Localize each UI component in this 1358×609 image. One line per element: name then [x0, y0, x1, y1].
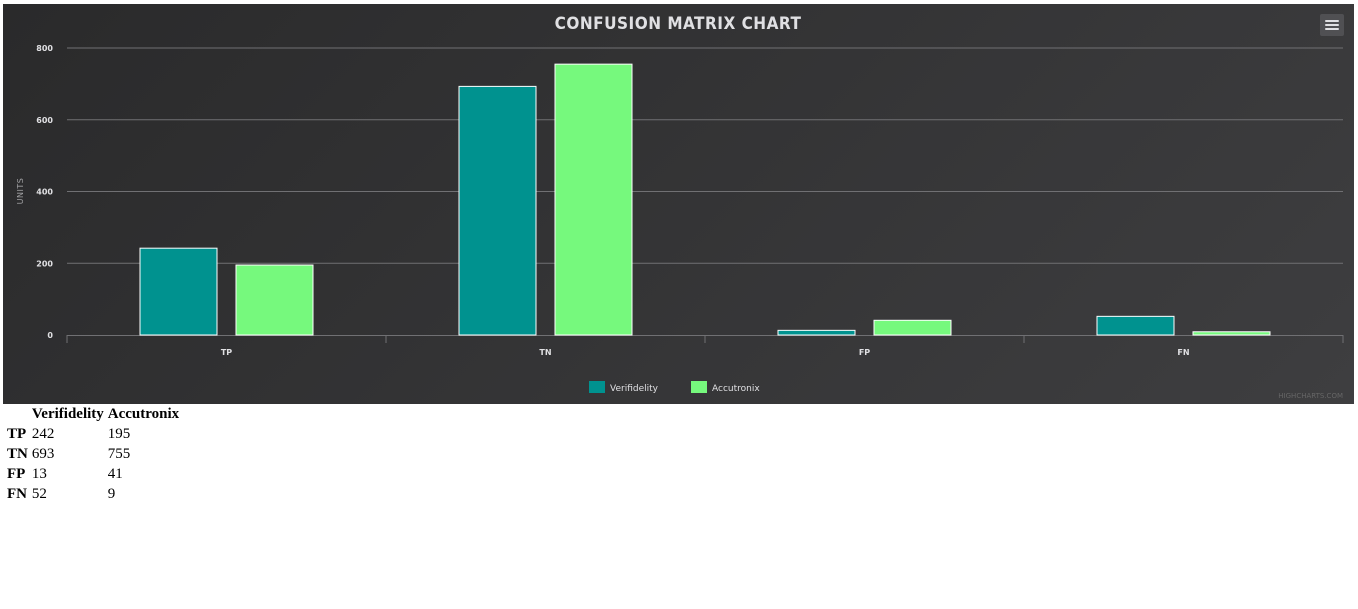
- chart-container: CONFUSION MATRIX CHART 0 200 400 600 800 UNI…: [3, 4, 1354, 404]
- table-row: FN 52 9: [5, 484, 181, 504]
- bar-verifidelity-fn[interactable]: [1096, 315, 1175, 336]
- y-axis-ticks: 0 200 400 600 800: [36, 44, 53, 340]
- legend-item-accutronix[interactable]: Accutronix: [691, 381, 760, 394]
- legend-label: Accutronix: [712, 384, 760, 394]
- legend-swatch: [691, 381, 707, 393]
- y-tick-label: 0: [47, 331, 53, 340]
- credits-link[interactable]: HIGHCHARTS.COM: [1278, 392, 1343, 400]
- legend-label: Verifidelity: [610, 384, 659, 394]
- bar-accutronix-tp[interactable]: [235, 264, 314, 336]
- data-table: Verifidelity Accutronix TP 242 195 TN 69…: [5, 404, 181, 504]
- y-axis-title: UNITS: [16, 178, 25, 205]
- table-cell: 52: [31, 486, 47, 502]
- legend-item-verifidelity[interactable]: Verifidelity: [589, 381, 659, 394]
- bar-accutronix-fp[interactable]: [873, 319, 952, 336]
- table-cell: 195: [107, 426, 131, 442]
- table-cell: 9: [107, 486, 116, 502]
- table-row: TN 693 755: [5, 444, 181, 464]
- x-axis: TP TN FP FN: [66, 335, 1344, 357]
- row-label: TN: [7, 446, 28, 462]
- bars: [139, 63, 1271, 336]
- legend: Verifidelity Accutronix: [589, 381, 760, 394]
- chart-svg: CONFUSION MATRIX CHART 0 200 400 600 800 UNI…: [16, 14, 1344, 400]
- x-tick-label: TN: [539, 348, 551, 357]
- row-label: FP: [7, 466, 26, 482]
- bar-verifidelity-fp[interactable]: [777, 329, 856, 336]
- table-header-verifidelity: Verifidelity: [31, 406, 104, 422]
- table-cell: 242: [31, 426, 55, 442]
- table-header-accutronix: Accutronix: [107, 406, 180, 422]
- y-tick-label: 200: [36, 259, 53, 268]
- bar-verifidelity-tp[interactable]: [139, 247, 218, 336]
- row-label: FN: [7, 486, 27, 502]
- bar-verifidelity-tn[interactable]: [458, 85, 537, 336]
- table-cell: 693: [31, 446, 55, 462]
- y-tick-label: 400: [36, 188, 53, 197]
- table-cell: 13: [31, 466, 47, 482]
- legend-swatch: [589, 381, 605, 393]
- row-label: TP: [7, 426, 27, 442]
- table-header-corner: [5, 404, 30, 424]
- x-tick-label: FN: [1177, 348, 1189, 357]
- table-cell: 755: [107, 446, 131, 462]
- chart-menu-button[interactable]: [1320, 14, 1344, 36]
- table-header-row: Verifidelity Accutronix: [5, 404, 181, 424]
- table-cell: 41: [107, 466, 123, 482]
- x-tick-label: FP: [859, 348, 870, 357]
- x-tick-label: TP: [221, 348, 232, 357]
- grid-lines: [67, 47, 1343, 264]
- table-row: FP 13 41: [5, 464, 181, 484]
- y-tick-label: 800: [36, 44, 53, 53]
- table-row: TP 242 195: [5, 424, 181, 444]
- chart-title: CONFUSION MATRIX CHART: [555, 14, 802, 34]
- bar-accutronix-tn[interactable]: [554, 63, 633, 336]
- bar-accutronix-fn[interactable]: [1192, 331, 1271, 336]
- y-tick-label: 600: [36, 116, 53, 125]
